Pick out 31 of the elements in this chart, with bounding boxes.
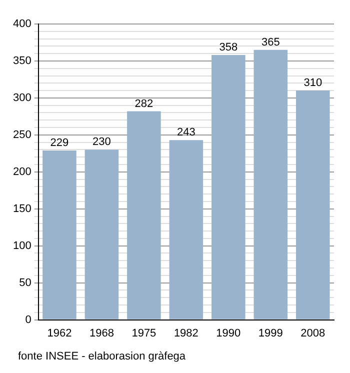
bar	[169, 140, 204, 320]
data-label: 358	[219, 42, 238, 54]
y-tick-label: 50	[19, 276, 32, 289]
y-tick-label: 0	[25, 314, 32, 326]
x-tick-label: 1968	[89, 327, 114, 340]
y-tick-label: 100	[12, 240, 32, 252]
y-tick-label: 250	[12, 128, 32, 141]
x-tick-label: 1962	[47, 327, 72, 340]
bar	[42, 150, 76, 320]
x-tick-label: 2008	[300, 327, 326, 340]
x-tick-label: 1990	[216, 327, 241, 340]
data-label: 229	[50, 136, 69, 149]
data-label: 365	[261, 36, 280, 48]
data-label: 243	[176, 126, 196, 139]
data-label: 230	[92, 136, 111, 148]
bar	[127, 111, 161, 320]
bar	[212, 55, 246, 320]
data-label: 282	[134, 98, 154, 110]
data-label: 310	[304, 77, 322, 90]
x-tick-label: 1982	[174, 327, 198, 340]
y-tick-label: 350	[12, 55, 32, 68]
y-tick-label: 200	[12, 166, 32, 178]
bar	[296, 90, 330, 320]
x-tick-label: 1999	[258, 327, 283, 340]
bar	[254, 50, 288, 320]
y-tick-label: 150	[12, 202, 32, 215]
source-note: fonte INSEE - elaborasion gràfega	[18, 350, 186, 363]
x-tick-label: 1975	[132, 327, 156, 340]
y-tick-label: 300	[12, 92, 32, 104]
bar	[84, 150, 119, 320]
y-tick-label: 400	[12, 18, 32, 30]
